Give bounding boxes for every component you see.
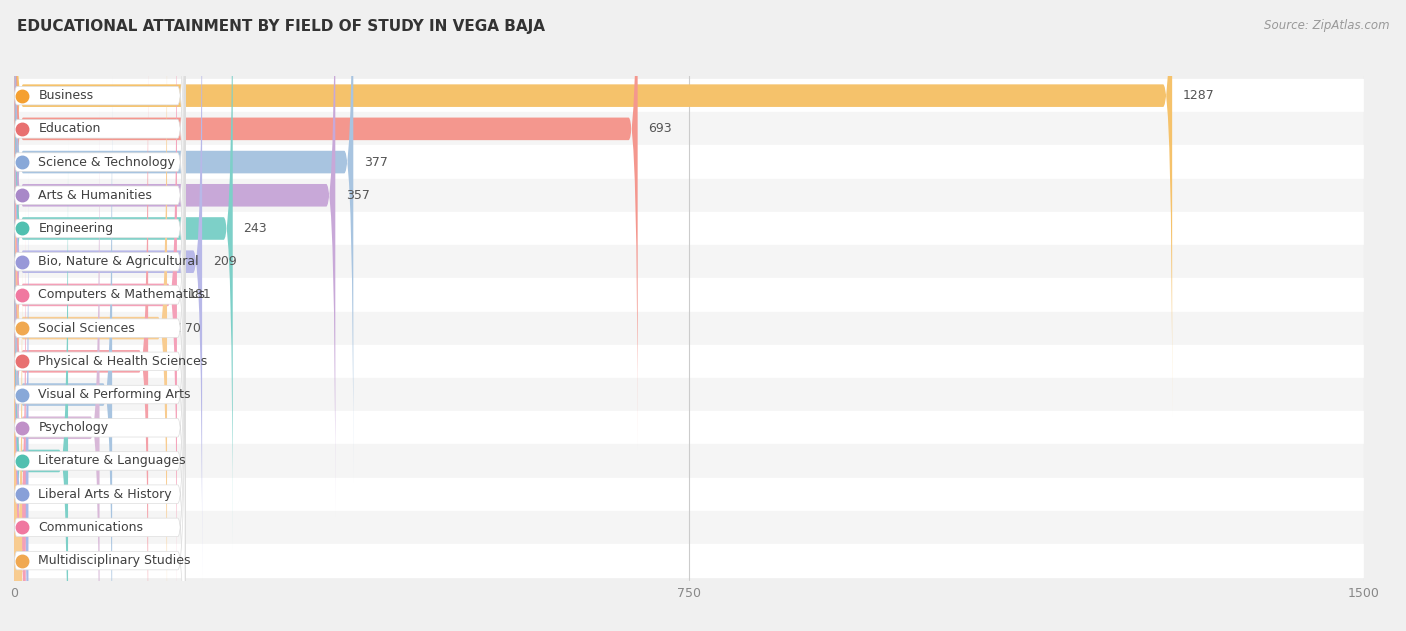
Text: 243: 243 — [243, 222, 267, 235]
FancyBboxPatch shape — [14, 8, 167, 631]
Text: Visual & Performing Arts: Visual & Performing Arts — [38, 388, 191, 401]
FancyBboxPatch shape — [14, 74, 112, 631]
FancyBboxPatch shape — [10, 172, 186, 631]
Bar — [14, 378, 1364, 411]
Text: 149: 149 — [159, 355, 183, 368]
Bar — [14, 444, 1364, 478]
Text: 1287: 1287 — [1182, 89, 1215, 102]
FancyBboxPatch shape — [10, 105, 186, 618]
Bar — [14, 112, 1364, 146]
Text: 209: 209 — [212, 255, 236, 268]
FancyBboxPatch shape — [14, 0, 1173, 416]
FancyBboxPatch shape — [14, 0, 335, 516]
Bar — [14, 478, 1364, 510]
Text: 9: 9 — [32, 554, 41, 567]
FancyBboxPatch shape — [10, 5, 186, 518]
FancyBboxPatch shape — [14, 40, 148, 631]
Bar — [14, 510, 1364, 544]
Text: Liberal Arts & History: Liberal Arts & History — [38, 488, 172, 500]
FancyBboxPatch shape — [10, 38, 186, 551]
Text: Bio, Nature & Agricultural: Bio, Nature & Agricultural — [38, 255, 200, 268]
FancyBboxPatch shape — [10, 72, 186, 584]
FancyBboxPatch shape — [14, 206, 25, 631]
FancyBboxPatch shape — [14, 0, 353, 483]
Bar — [14, 345, 1364, 378]
FancyBboxPatch shape — [14, 140, 67, 631]
Text: Education: Education — [38, 122, 101, 136]
Text: 95: 95 — [110, 422, 127, 434]
Text: 693: 693 — [648, 122, 672, 136]
Text: Multidisciplinary Studies: Multidisciplinary Studies — [38, 554, 191, 567]
Text: Computers & Mathematics: Computers & Mathematics — [38, 288, 205, 302]
Text: Physical & Health Sciences: Physical & Health Sciences — [38, 355, 208, 368]
Text: Literature & Languages: Literature & Languages — [38, 454, 186, 468]
FancyBboxPatch shape — [10, 204, 186, 631]
FancyBboxPatch shape — [14, 0, 233, 550]
Bar — [14, 312, 1364, 345]
Text: Source: ZipAtlas.com: Source: ZipAtlas.com — [1264, 19, 1389, 32]
FancyBboxPatch shape — [10, 238, 186, 631]
Text: Arts & Humanities: Arts & Humanities — [38, 189, 152, 202]
FancyBboxPatch shape — [10, 0, 186, 386]
FancyBboxPatch shape — [10, 271, 186, 631]
Bar — [14, 544, 1364, 577]
Text: 170: 170 — [177, 322, 201, 334]
Text: 377: 377 — [364, 156, 388, 168]
FancyBboxPatch shape — [14, 0, 202, 582]
FancyBboxPatch shape — [14, 107, 100, 631]
FancyBboxPatch shape — [10, 0, 186, 352]
FancyBboxPatch shape — [10, 138, 186, 631]
FancyBboxPatch shape — [10, 0, 186, 485]
FancyBboxPatch shape — [10, 304, 186, 631]
Bar — [14, 278, 1364, 312]
Bar — [14, 411, 1364, 444]
Bar — [14, 179, 1364, 212]
Text: 13: 13 — [37, 521, 52, 534]
Bar — [14, 79, 1364, 112]
Bar — [14, 212, 1364, 245]
Text: 16: 16 — [39, 488, 55, 500]
Text: Science & Technology: Science & Technology — [38, 156, 176, 168]
Bar — [14, 146, 1364, 179]
FancyBboxPatch shape — [14, 0, 177, 616]
Text: 357: 357 — [346, 189, 370, 202]
FancyBboxPatch shape — [14, 0, 638, 450]
Text: 181: 181 — [188, 288, 211, 302]
Text: EDUCATIONAL ATTAINMENT BY FIELD OF STUDY IN VEGA BAJA: EDUCATIONAL ATTAINMENT BY FIELD OF STUDY… — [17, 19, 546, 34]
FancyBboxPatch shape — [13, 240, 22, 631]
FancyBboxPatch shape — [14, 174, 28, 631]
Text: Engineering: Engineering — [38, 222, 114, 235]
FancyBboxPatch shape — [10, 0, 186, 452]
Text: 109: 109 — [122, 388, 146, 401]
Bar — [14, 245, 1364, 278]
Text: Communications: Communications — [38, 521, 143, 534]
Text: Social Sciences: Social Sciences — [38, 322, 135, 334]
Text: Psychology: Psychology — [38, 422, 108, 434]
FancyBboxPatch shape — [10, 0, 186, 418]
Text: 60: 60 — [79, 454, 94, 468]
Text: Business: Business — [38, 89, 93, 102]
